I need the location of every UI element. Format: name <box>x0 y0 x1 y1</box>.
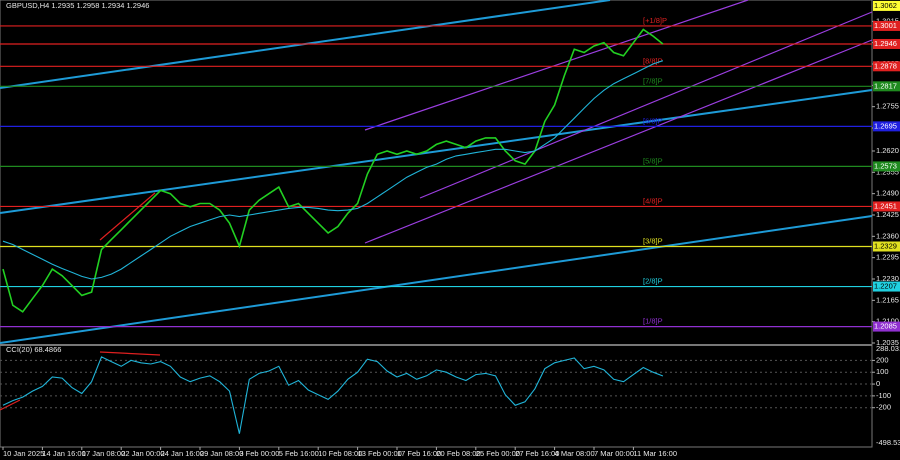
level-price-label: 1.2207 <box>874 282 897 291</box>
divergence-line <box>99 351 161 356</box>
y-tick-label: 1.2295 <box>876 253 899 262</box>
series-line <box>2 28 664 313</box>
level-label: [7/8]P <box>643 76 663 85</box>
level-price-box <box>873 61 900 72</box>
x-tick-label: 3 Feb 00:00 <box>239 449 279 458</box>
y-limit-label: -498.5384 <box>876 438 900 447</box>
level-price-box <box>873 241 900 252</box>
y-tick-label: 200 <box>876 355 889 364</box>
x-tick-label: 17 Feb 16:00 <box>397 449 441 458</box>
series-line <box>2 60 664 280</box>
y-tick-label: 1.2620 <box>876 146 899 155</box>
indicator-title: CCI(20) 68.4866 <box>6 345 61 354</box>
level-price-box <box>873 201 900 212</box>
y-tick-label: 1.3015 <box>876 16 899 25</box>
y-tick-label: 100 <box>876 367 889 376</box>
y-tick-label: 1.2100 <box>876 317 899 326</box>
level-price-box <box>873 161 900 172</box>
y-tick-label: 1.2555 <box>876 167 899 176</box>
level-price-label: 1.3062 <box>874 1 897 10</box>
channel-line <box>364 39 873 244</box>
y-tick-label: 1.2360 <box>876 231 899 240</box>
chart-frame <box>0 0 873 448</box>
y-tick-label: -100 <box>876 391 891 400</box>
level-price-label: 1.2946 <box>874 39 897 48</box>
x-tick-label: 10 Jan 2025 <box>3 449 44 458</box>
y-tick-label: 1.2425 <box>876 210 899 219</box>
level-label: [+1/8]P <box>643 16 667 25</box>
x-tick-label: 20 Feb 08:00 <box>436 449 480 458</box>
level-label: [1/8]P <box>643 317 663 326</box>
x-tick-label: 29 Jan 08:00 <box>200 449 243 458</box>
level-price-box <box>873 20 900 31</box>
level-price-label: 1.2451 <box>874 201 897 210</box>
y-tick-label: 0 <box>876 379 880 388</box>
level-price-label: 1.3001 <box>874 21 897 30</box>
y-limit-label: 288.0311 <box>876 344 900 353</box>
level-price-box <box>873 281 900 292</box>
level-label: [5/8]P <box>643 156 663 165</box>
x-tick-label: 11 Mar 16:00 <box>633 449 677 458</box>
channel-line <box>364 0 749 131</box>
level-label: [6/8]P <box>643 116 663 125</box>
level-price-box <box>873 321 900 332</box>
y-tick-label: 1.2230 <box>876 274 899 283</box>
level-price-label: 1.2695 <box>874 121 897 130</box>
level-price-label: 1.2817 <box>874 81 897 90</box>
level-label: [3/8]P <box>643 236 663 245</box>
level-label: [2/8]P <box>643 277 663 286</box>
divergence-line <box>99 192 156 241</box>
level-price-label: 1.2329 <box>874 241 897 250</box>
x-tick-label: 24 Jan 16:00 <box>161 449 204 458</box>
level-price-label: 1.2878 <box>874 61 897 70</box>
level-price-box <box>873 38 900 49</box>
divergence-line <box>0 399 21 411</box>
y-tick-label: 1.2165 <box>876 295 899 304</box>
x-tick-label: 10 Feb 08:00 <box>318 449 362 458</box>
level-label: [4/8]P <box>643 196 663 205</box>
level-price-label: 1.2085 <box>874 322 897 331</box>
x-tick-label: 7 Mar 00:00 <box>594 449 634 458</box>
channel-line <box>419 11 873 199</box>
x-tick-label: 13 Feb 00:00 <box>358 449 402 458</box>
series-line <box>2 356 664 434</box>
trend-line <box>0 89 873 214</box>
level-label: [8/8]P <box>643 56 663 65</box>
x-tick-label: 22 Jan 00:00 <box>121 449 164 458</box>
y-tick-label: 1.2755 <box>876 102 899 111</box>
x-tick-label: 27 Feb 16:00 <box>515 449 559 458</box>
level-price-box <box>873 0 900 11</box>
y-tick-label: 1.2490 <box>876 189 899 198</box>
x-tick-label: 4 Mar 08:00 <box>555 449 595 458</box>
level-price-label: 1.2573 <box>874 161 897 170</box>
chart-title: GBPUSD,H4 1.2935 1.2958 1.2934 1.2946 <box>6 1 149 10</box>
x-tick-label: 14 Jan 16:00 <box>42 449 85 458</box>
x-tick-label: 5 Feb 16:00 <box>279 449 319 458</box>
level-price-box <box>873 121 900 132</box>
x-tick-label: 17 Jan 08:00 <box>82 449 125 458</box>
trend-line <box>0 215 873 344</box>
level-price-box <box>873 81 900 92</box>
y-tick-label: 1.2035 <box>876 338 899 347</box>
y-tick-label: -200 <box>876 403 891 412</box>
trend-lines <box>0 0 873 344</box>
x-tick-label: 25 Feb 00:00 <box>476 449 520 458</box>
